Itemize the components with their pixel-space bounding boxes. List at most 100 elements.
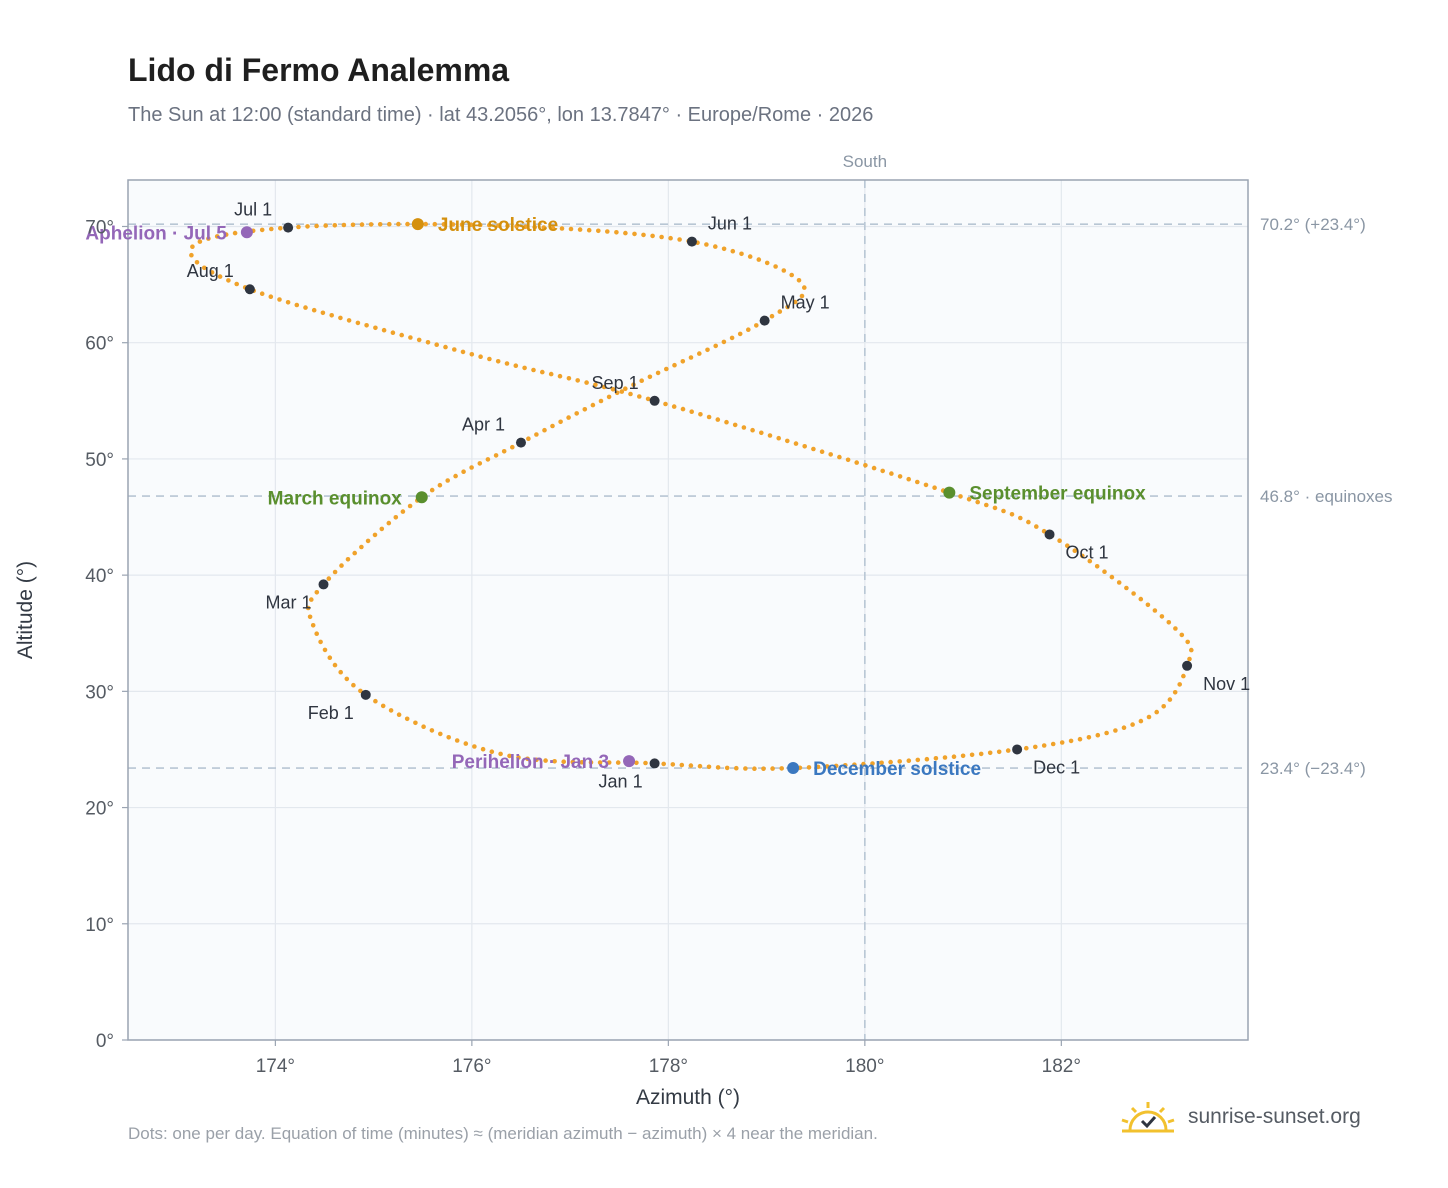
event-markers: June solstice December solstice March equi… (85, 215, 1146, 780)
analemma-day-dot (498, 751, 503, 757)
analemma-day-dot (932, 485, 937, 491)
month-marker-label: Apr 1 (462, 415, 505, 435)
analemma-day-dot (586, 227, 592, 233)
analemma-day-dot (469, 465, 474, 470)
analemma-day-dot (705, 347, 710, 353)
event-marker-dot (623, 755, 636, 768)
event-label: March equinox (268, 488, 403, 509)
analemma-day-dot (689, 409, 694, 415)
analemma-day-dot (399, 332, 405, 338)
analemma-day-dot (214, 234, 220, 239)
page-title: Lido di Fermo Analemma (128, 52, 510, 88)
analemma-day-dot (641, 232, 646, 238)
analemma-day-dot (1009, 512, 1015, 517)
analemma-day-dot (296, 224, 301, 230)
analemma-day-dot (606, 760, 612, 765)
analemma-day-dot (1131, 591, 1136, 596)
analemma-day-dot (741, 425, 747, 430)
month-marker-dot (283, 222, 294, 233)
analemma-day-dot (493, 453, 499, 458)
analemma-day-dot (190, 244, 195, 249)
analemma-day-dot (663, 401, 668, 407)
brand-logo[interactable]: sunrise-sunset.org (1120, 1100, 1361, 1134)
analemma-day-dot (423, 221, 429, 227)
x-tick-label: 174° (256, 1056, 295, 1077)
analemma-day-dot (605, 229, 610, 234)
event-label: Perihelion · Jan 3 (452, 752, 609, 773)
analemma-day-dot (697, 763, 703, 769)
analemma-day-dot (713, 244, 718, 249)
analemma-day-dot (754, 323, 759, 328)
analemma-day-dot (777, 309, 783, 314)
analemma-day-dot (852, 762, 857, 767)
x-tick-label: 178° (649, 1056, 688, 1077)
analemma-day-dot (951, 754, 957, 759)
analemma-day-dot (1086, 735, 1092, 740)
analemma-day-dot (534, 432, 539, 437)
analemma-day-dot (373, 698, 378, 704)
month-marker-label: Jul 1 (234, 200, 272, 220)
analemma-day-dot (670, 762, 676, 767)
analemma-day-dot (845, 457, 851, 463)
analemma-day-dot (332, 662, 338, 668)
analemma-day-dot (579, 760, 585, 765)
analemma-day-dot (854, 460, 859, 465)
analemma-day-dot (764, 260, 770, 266)
analemma-day-dot (680, 359, 686, 364)
analemma-day-dot (1001, 508, 1006, 514)
analemma-day-dot (969, 752, 975, 758)
analemma-day-dot (737, 331, 743, 337)
analemma-day-dot (671, 404, 677, 409)
analemma-day-dot (746, 327, 751, 333)
x-tick-label: 182° (1042, 1056, 1081, 1077)
analemma-day-dot (1124, 585, 1129, 591)
reference-line-label: 46.8° · equinoxes (1260, 487, 1393, 506)
analemma-day-dot (1109, 574, 1115, 580)
analemma-day-dot (747, 254, 753, 259)
analemma-day-dot (338, 315, 343, 321)
analemma-day-dot (345, 557, 351, 562)
analemma-day-dot (639, 378, 644, 384)
analemma-day-dot (659, 234, 664, 240)
analemma-day-dot (452, 347, 457, 352)
analemma-day-dot (311, 307, 317, 313)
analemma-day-dot (514, 224, 519, 229)
month-marker-dot (1182, 660, 1193, 671)
analemma-day-dot (647, 374, 653, 380)
analemma-day-dot (381, 327, 387, 333)
month-marker-label: Aug 1 (187, 261, 234, 281)
analemma-day-dot (460, 349, 466, 355)
analemma-day-dot (1026, 519, 1031, 525)
analemma-day-dot (752, 766, 757, 771)
analemma-day-dot (516, 755, 521, 760)
analemma-day-dot (489, 749, 495, 754)
analemma-day-dot (559, 226, 565, 231)
analemma-day-dot (863, 463, 868, 468)
analemma-day-dot (566, 376, 572, 381)
analemma-day-dot (679, 762, 685, 768)
reference-lines: South 70.2° (+23.4°) 46.8° · equinoxes 23.4… (128, 152, 1393, 1040)
analemma-day-dot (761, 766, 766, 771)
analemma-day-dot (523, 224, 528, 229)
analemma-day-dot (588, 760, 594, 765)
analemma-day-dot (487, 223, 492, 228)
analemma-day-dot (1104, 730, 1109, 736)
analemma-day-dot (485, 457, 491, 462)
analemma-day-dot (390, 330, 396, 336)
analemma-day-dot (314, 223, 319, 229)
analemma-day-dot (540, 369, 545, 375)
analemma-day-dot (1161, 704, 1166, 709)
analemma-day-dot (779, 766, 784, 771)
plot-frame (127, 179, 1249, 1041)
y-tick-label: 70° (85, 217, 114, 238)
month-marker-label: Jun 1 (708, 214, 752, 234)
analemma-day-dot (307, 614, 313, 620)
analemma-day-dot (888, 759, 893, 765)
event-marker-dot (787, 762, 800, 775)
analemma-day-dot (504, 361, 510, 366)
analemma-day-dot (368, 222, 374, 227)
event-label: December solstice (813, 759, 981, 780)
analemma-day-dot (1102, 569, 1107, 574)
analemma-day-dot (232, 230, 238, 236)
analemma-day-dot (359, 544, 364, 550)
